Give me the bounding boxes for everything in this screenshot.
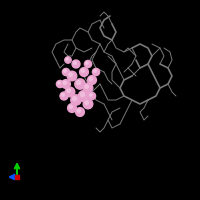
Circle shape [69, 105, 72, 108]
Circle shape [85, 101, 88, 104]
Circle shape [65, 87, 75, 97]
Circle shape [90, 94, 92, 96]
Circle shape [84, 60, 92, 68]
Circle shape [75, 79, 85, 89]
Circle shape [80, 92, 85, 97]
Circle shape [88, 76, 96, 84]
Circle shape [78, 90, 90, 102]
Circle shape [72, 60, 80, 68]
Circle shape [83, 99, 93, 109]
Circle shape [92, 68, 100, 76]
Circle shape [85, 85, 88, 88]
Circle shape [73, 97, 77, 101]
Circle shape [68, 104, 76, 112]
Circle shape [73, 61, 76, 64]
Circle shape [83, 83, 93, 93]
Circle shape [77, 81, 81, 85]
Circle shape [63, 81, 66, 84]
Circle shape [56, 80, 64, 88]
Circle shape [62, 80, 70, 88]
Circle shape [69, 73, 72, 76]
Circle shape [86, 62, 88, 64]
Circle shape [64, 70, 66, 72]
Circle shape [88, 92, 96, 100]
Circle shape [67, 89, 70, 92]
Circle shape [67, 71, 77, 81]
Circle shape [65, 57, 71, 63]
Circle shape [71, 95, 81, 105]
Circle shape [58, 82, 60, 84]
Circle shape [80, 68, 88, 76]
Circle shape [94, 70, 96, 72]
Circle shape [89, 77, 92, 80]
Circle shape [61, 93, 64, 96]
Circle shape [76, 108, 84, 116]
Circle shape [66, 58, 68, 60]
Circle shape [77, 109, 80, 112]
Circle shape [60, 92, 68, 100]
Circle shape [81, 69, 84, 72]
Circle shape [62, 68, 70, 76]
